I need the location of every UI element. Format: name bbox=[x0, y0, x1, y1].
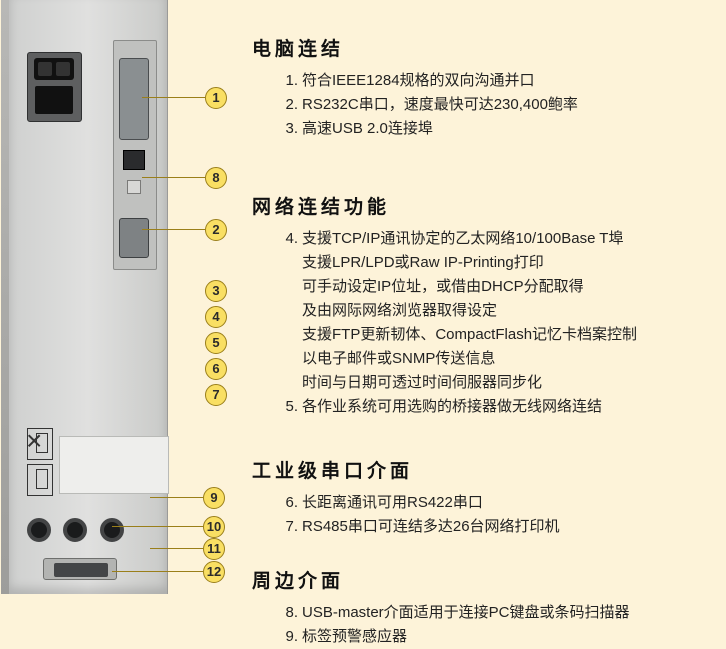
item-number: 8. bbox=[276, 601, 298, 625]
sub-line: 支援FTP更新韧体、CompactFlash记忆卡档案控制 bbox=[302, 323, 716, 347]
callout-12: 12 bbox=[203, 561, 225, 583]
din-connector-row bbox=[27, 518, 132, 542]
item-text: USB-master介面适用于连接PC键盘或条码扫描器 bbox=[302, 604, 630, 621]
lead-line bbox=[142, 177, 205, 178]
callout-4: 4 bbox=[205, 306, 227, 328]
item-number: 2. bbox=[276, 93, 298, 117]
ac-inlet-icon bbox=[35, 86, 73, 114]
item-text: 符合IEEE1284规格的双向沟通并口 bbox=[302, 72, 535, 89]
section-peripheral: 周边介面 8.USB-master介面适用于连接PC键盘或条码扫描器 9.标签预… bbox=[252, 566, 716, 649]
sub-line: 支援LPR/LPD或Raw IP-Printing打印 bbox=[302, 251, 716, 275]
device-rear-panel bbox=[8, 0, 168, 594]
callout-10: 10 bbox=[203, 516, 225, 538]
lead-line bbox=[150, 497, 203, 498]
din-port-icon bbox=[63, 518, 87, 542]
lead-line bbox=[150, 548, 203, 549]
lead-line bbox=[112, 526, 203, 527]
recycle-bin-icon bbox=[27, 464, 53, 496]
heading: 网络连结功能 bbox=[252, 192, 716, 219]
product-label bbox=[59, 436, 169, 494]
list-item: 2.RS232C串口，速度最快可达230,400鲍率 bbox=[276, 93, 716, 117]
item-text: 高速USB 2.0连接埠 bbox=[302, 120, 433, 137]
sub-line: 以电子邮件或SNMP传送信息 bbox=[302, 347, 716, 371]
callout-1: 1 bbox=[205, 87, 227, 109]
item-text: RS485串口可连结多达26台网络打印机 bbox=[302, 518, 560, 535]
list-item: 7.RS485串口可连结多达26台网络打印机 bbox=[276, 515, 716, 539]
list-item: 3.高速USB 2.0连接埠 bbox=[276, 117, 716, 141]
din-port-icon bbox=[100, 518, 124, 542]
item-text: 标签预警感应器 bbox=[302, 628, 407, 645]
item-number: 9. bbox=[276, 625, 298, 649]
item-number: 5. bbox=[276, 395, 298, 419]
heading: 电脑连结 bbox=[252, 34, 716, 61]
list-item: 1.符合IEEE1284规格的双向沟通并口 bbox=[276, 69, 716, 93]
weee-icons bbox=[27, 428, 53, 500]
item-number: 3. bbox=[276, 117, 298, 141]
lead-line bbox=[142, 229, 205, 230]
sub-line: 时间与日期可透过时间伺服器同步化 bbox=[302, 371, 716, 395]
usb-port-icon bbox=[127, 180, 141, 194]
heading: 周边介面 bbox=[252, 566, 716, 593]
lead-line bbox=[112, 571, 203, 572]
item-text: 支援TCP/IP通讯协定的乙太网络10/100Base T埠 bbox=[302, 230, 623, 247]
section-industrial-serial: 工业级串口介面 6.长距离通讯可用RS422串口 7.RS485串口可连结多达2… bbox=[252, 456, 716, 539]
sub-line: 可手动设定IP位址，或借由DHCP分配取得 bbox=[302, 275, 716, 299]
list-item: 5.各作业系统可用选购的桥接器做无线网络连结 bbox=[276, 395, 716, 419]
parallel-port-icon bbox=[119, 58, 149, 140]
item-text: 各作业系统可用选购的桥接器做无线网络连结 bbox=[302, 398, 602, 415]
db15-port-icon bbox=[43, 558, 117, 580]
item-text: 长距离通讯可用RS422串口 bbox=[302, 494, 483, 511]
list-item: 9.标签预警感应器 bbox=[276, 625, 716, 649]
item-text: RS232C串口，速度最快可达230,400鲍率 bbox=[302, 96, 578, 113]
callout-2: 2 bbox=[205, 219, 227, 241]
callout-7: 7 bbox=[205, 384, 227, 406]
callout-6: 6 bbox=[205, 358, 227, 380]
ethernet-port-icon bbox=[123, 150, 145, 170]
section-network-connection: 网络连结功能 4.支援TCP/IP通讯协定的乙太网络10/100Base T埠 … bbox=[252, 192, 716, 419]
callout-5: 5 bbox=[205, 332, 227, 354]
callout-11: 11 bbox=[203, 538, 225, 560]
callout-3: 3 bbox=[205, 280, 227, 302]
item-number: 7. bbox=[276, 515, 298, 539]
callout-8: 8 bbox=[205, 167, 227, 189]
sub-line: 及由网际网络浏览器取得设定 bbox=[302, 299, 716, 323]
lead-line bbox=[142, 97, 205, 98]
item-number: 6. bbox=[276, 491, 298, 515]
din-port-icon bbox=[27, 518, 51, 542]
weee-bin-icon bbox=[27, 428, 53, 460]
list-item: 6.长距离通讯可用RS422串口 bbox=[276, 491, 716, 515]
section-computer-connection: 电脑连结 1.符合IEEE1284规格的双向沟通并口 2.RS232C串口，速度… bbox=[252, 34, 716, 141]
list-item: 8.USB-master介面适用于连接PC键盘或条码扫描器 bbox=[276, 601, 716, 625]
list-item: 4.支援TCP/IP通讯协定的乙太网络10/100Base T埠 bbox=[276, 227, 716, 251]
serial-port-icon bbox=[119, 218, 149, 258]
device-edge bbox=[1, 0, 9, 594]
item-number: 4. bbox=[276, 227, 298, 251]
heading: 工业级串口介面 bbox=[252, 456, 716, 483]
callout-9: 9 bbox=[203, 487, 225, 509]
power-switch-icon bbox=[34, 58, 74, 80]
item-number: 1. bbox=[276, 69, 298, 93]
